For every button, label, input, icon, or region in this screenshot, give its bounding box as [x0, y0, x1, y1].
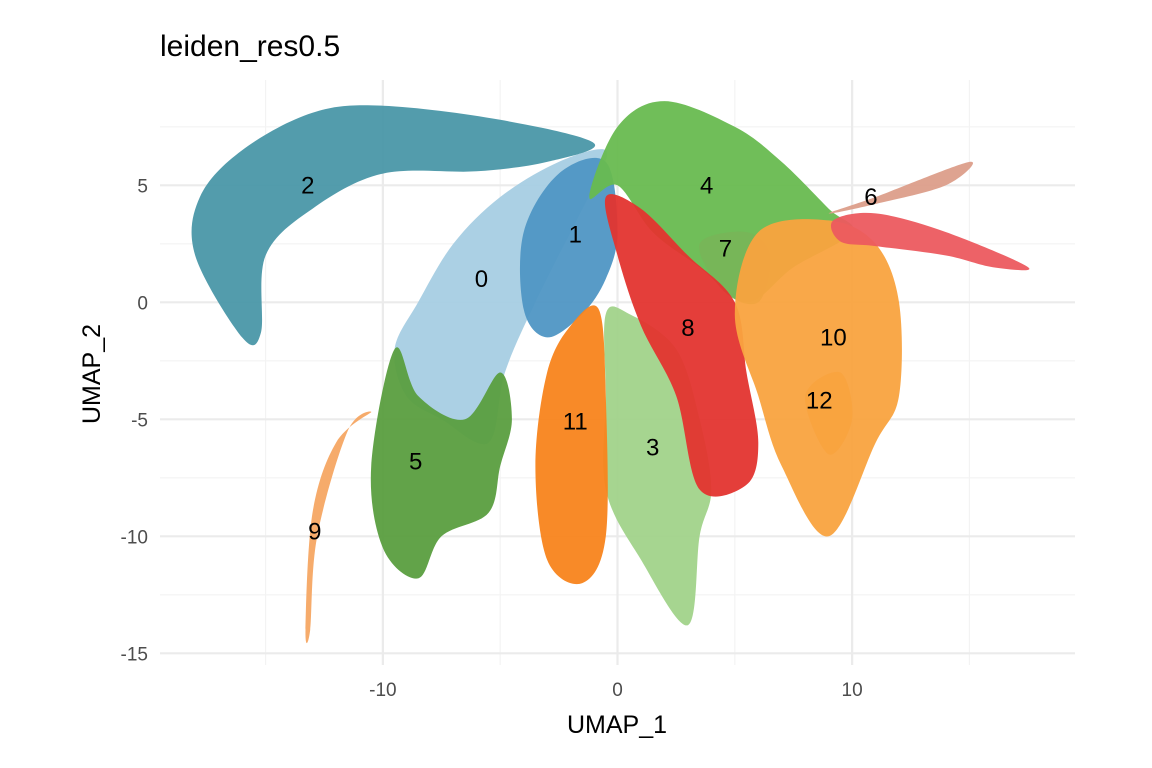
cluster-region-1 — [519, 157, 618, 338]
x-axis-title: UMAP_1 — [567, 711, 667, 739]
y-tick-label: -15 — [121, 644, 148, 665]
cluster-regions — [191, 101, 1030, 644]
cluster-label-11: 11 — [563, 409, 588, 436]
y-axis-tick-labels: 5 0 -5 -10 -15 — [121, 176, 148, 665]
cluster-label-8: 8 — [681, 315, 694, 342]
y-tick-label: 0 — [137, 293, 148, 314]
cluster-region-9 — [305, 411, 372, 644]
y-axis-title: UMAP_2 — [78, 324, 106, 424]
cluster-label-0: 0 — [475, 266, 488, 293]
x-axis-tick-labels: -10 0 10 — [369, 680, 863, 701]
cluster-label-6: 6 — [864, 184, 877, 211]
cluster-region-5 — [370, 347, 512, 579]
cluster-region-10 — [734, 219, 902, 537]
y-tick-label: -10 — [121, 527, 148, 548]
x-tick-label: 10 — [842, 680, 863, 701]
x-tick-label: 0 — [612, 680, 623, 701]
cluster-label-9: 9 — [308, 519, 321, 546]
cluster-label-10: 10 — [820, 324, 847, 351]
cluster-label-2: 2 — [301, 172, 314, 199]
y-tick-label: 5 — [137, 176, 148, 197]
cluster-region-6 — [828, 161, 974, 214]
cluster-label-7: 7 — [719, 235, 732, 262]
cluster-region-12 — [805, 371, 853, 455]
cluster-region-11 — [535, 305, 608, 585]
y-tick-label: -5 — [131, 410, 148, 431]
x-tick-label: -10 — [369, 680, 396, 701]
cluster-label-1: 1 — [569, 221, 582, 248]
cluster-region-unlabeled — [830, 212, 1030, 271]
cluster-region-8 — [604, 194, 759, 497]
cluster-label-3: 3 — [646, 434, 659, 461]
cluster-label-5: 5 — [409, 448, 422, 475]
cluster-label-4: 4 — [700, 172, 713, 199]
cluster-region-2 — [191, 105, 596, 346]
chart-title: leiden_res0.5 — [160, 30, 340, 63]
cluster-label-12: 12 — [806, 388, 833, 415]
